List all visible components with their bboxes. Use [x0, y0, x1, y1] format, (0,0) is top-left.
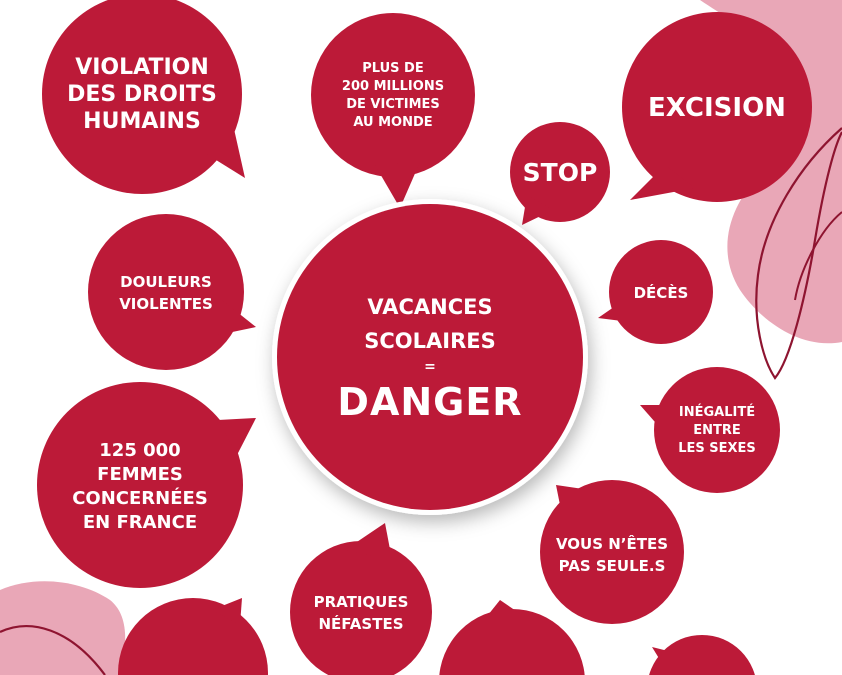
center-line-1: VACANCES [367, 295, 493, 319]
text-victimes: PLUS DE 200 MILLIONS DE VICTIMES AU MOND… [341, 61, 445, 130]
bubble-pratiques [290, 523, 432, 675]
bubble-inegalite [640, 367, 780, 493]
text-stop: STOP [522, 157, 598, 187]
swirl-line-top-right [755, 127, 842, 380]
bubble-stop [510, 122, 610, 225]
swirl-line-bottom-left [0, 625, 106, 675]
text-deces: DÉCÈS [633, 284, 689, 302]
text-seules: VOUS N’ÊTES PAS SEULE.S [555, 535, 669, 575]
center-bubble [272, 199, 588, 515]
text-pratiques: PRATIQUES NÉFASTES [313, 593, 409, 633]
bubble-bottom-right [649, 635, 755, 675]
bubble-excision [622, 12, 812, 202]
center-line-2: SCOLAIRES [364, 329, 496, 353]
text-violation: VIOLATION DES DROITS HUMAINS [67, 54, 217, 134]
bubble-victimes [311, 13, 475, 208]
pink-blob-bottom-left [0, 581, 126, 675]
bubble-bottom-left [118, 598, 268, 675]
text-excision: EXCISION [648, 93, 786, 123]
bubble-seules [540, 480, 684, 624]
text-inegalite: INÉGALITÉ ENTRE LES SEXES [678, 405, 756, 456]
bubble-douleurs [88, 214, 256, 370]
bubble-deces [598, 240, 713, 344]
text-douleurs: DOULEURS VIOLENTES [119, 273, 213, 313]
bubble-femmes [37, 382, 256, 588]
bubble-bottom-middle [439, 600, 585, 675]
center-text: VACANCES SCOLAIRES = DANGER [300, 282, 560, 432]
center-headline: DANGER [337, 380, 523, 424]
bubble-violation [42, 0, 245, 194]
swirl-line-top-right-2 [794, 211, 842, 301]
center-equals: = [424, 359, 436, 375]
text-femmes: 125 000 FEMMES CONCERNÉES EN FRANCE [72, 440, 208, 533]
